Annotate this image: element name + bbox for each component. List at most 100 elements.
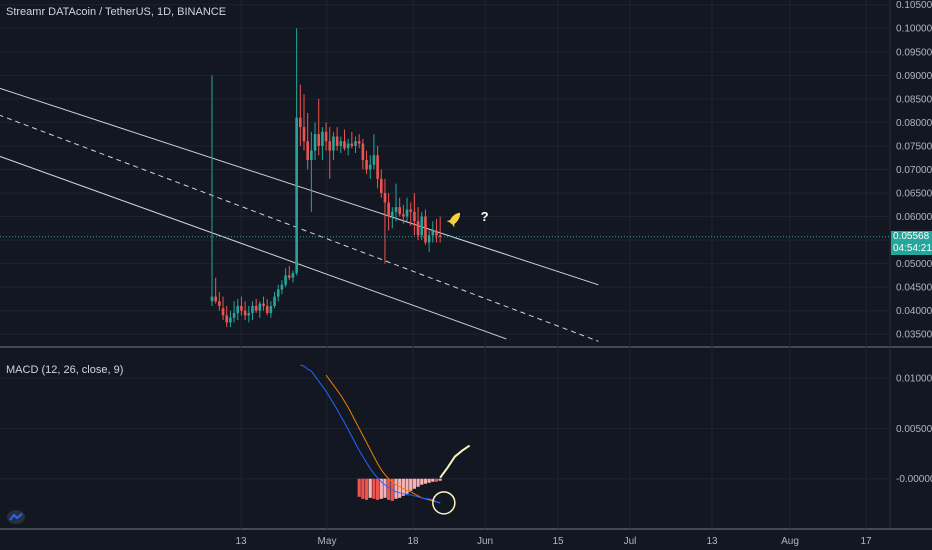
candle-body: [394, 207, 398, 212]
macd-histogram-bar: [420, 478, 424, 485]
candle-body: [409, 209, 413, 212]
candle-body: [383, 193, 387, 203]
macd-tick-label: 0.00500: [896, 424, 932, 435]
macd-histogram-bar: [357, 478, 361, 497]
candle-body: [291, 273, 295, 278]
candle-body: [232, 313, 236, 318]
macd-histogram-bar: [438, 478, 442, 481]
macd-histogram-bar: [376, 478, 380, 500]
macd-histogram-bar: [379, 478, 383, 499]
candle-body: [424, 216, 427, 243]
candle-body: [236, 305, 240, 314]
price-tick-label: 0.05000: [896, 259, 932, 270]
candle-body: [258, 303, 262, 311]
candle-body: [339, 141, 343, 146]
question-mark-annotation: ?: [481, 209, 489, 224]
candle-body: [299, 117, 302, 128]
candle-body: [398, 207, 401, 215]
candle-body: [229, 317, 232, 323]
x-tick-label-May: May: [318, 536, 337, 547]
candle-body: [240, 305, 243, 311]
candle-body: [431, 230, 435, 236]
price-tick-label: 0.08500: [896, 94, 932, 105]
macd-histogram-bar: [412, 478, 416, 489]
x-tick-label-15: 15: [552, 536, 564, 547]
candle-body: [214, 296, 217, 302]
candle-body: [368, 164, 372, 170]
macd-histogram-bar: [427, 478, 431, 483]
candle-body: [350, 143, 354, 146]
macd-tick-label: -0.00000: [896, 474, 932, 485]
macd-histogram-bar: [398, 478, 402, 498]
candle-body: [328, 141, 332, 151]
candle-body: [402, 214, 405, 217]
price-tick-label: 0.07000: [896, 165, 932, 176]
candle-body: [420, 216, 424, 236]
candle-body: [354, 141, 357, 146]
macd-histogram-bar: [372, 478, 376, 499]
macd-histogram-bar: [401, 478, 405, 496]
macd-histogram-bar: [434, 478, 439, 482]
last-price-badge: 0.05568: [891, 230, 932, 243]
macd-histogram-bar: [394, 478, 398, 499]
candle-body: [387, 202, 390, 217]
macd-histogram-bar: [368, 478, 372, 498]
candle-body: [391, 211, 394, 217]
candle-body: [357, 141, 361, 144]
price-tick-label: 0.06500: [896, 189, 932, 200]
candle-body: [335, 136, 339, 146]
price-tick-label: 0.06000: [896, 212, 932, 223]
candle-body: [269, 305, 273, 314]
candle-body: [310, 150, 313, 161]
macd-highlight-circle: [432, 491, 456, 515]
price-tick-label: 0.07500: [896, 141, 932, 152]
candle-body: [254, 305, 258, 311]
price-tick-label: 0.10000: [896, 24, 932, 35]
macd-histogram-bar: [431, 478, 435, 482]
candle-body: [287, 275, 291, 278]
macd-histogram-bar: [409, 478, 413, 491]
candle-body: [361, 143, 365, 161]
channel-line-middle: [0, 114, 599, 342]
candle-body: [405, 209, 409, 217]
x-tick-label-13: 13: [235, 536, 247, 547]
price-tick-label: 0.09500: [896, 47, 932, 58]
candle-body: [365, 160, 368, 170]
x-tick-label-18: 18: [407, 536, 419, 547]
candle-body: [251, 305, 254, 314]
candle-body: [273, 296, 276, 306]
x-tick-label-13: 13: [706, 536, 718, 547]
candle-body: [376, 155, 379, 179]
macd-histogram-bar: [387, 478, 391, 500]
channel-line-upper: [0, 87, 599, 286]
candle-body: [221, 308, 225, 316]
candle-body: [306, 141, 309, 161]
macd-line: [300, 364, 441, 504]
x-tick-label-Jun: Jun: [477, 536, 493, 547]
macd-projection-curve: [439, 444, 471, 479]
price-tick-label: 0.10500: [896, 0, 932, 11]
macd-histogram-bar: [383, 478, 387, 498]
price-tick-label: 0.08000: [896, 118, 932, 129]
candle-body: [379, 178, 383, 194]
tradingview-logo-icon[interactable]: [6, 509, 26, 525]
countdown-badge: 04:54:21: [891, 242, 932, 255]
macd-histogram-bar: [364, 478, 369, 500]
candle-body: [210, 296, 214, 302]
price-tick-label: 0.03500: [896, 330, 932, 341]
candle-body: [317, 134, 321, 146]
candle-body: [243, 310, 247, 316]
candle-body: [435, 230, 438, 236]
candle-body: [302, 127, 306, 142]
rocket-icon: [446, 212, 461, 228]
price-tick-label: 0.04000: [896, 306, 932, 317]
candle-body: [225, 315, 229, 323]
candle-body: [332, 136, 335, 151]
price-tick-label: 0.09000: [896, 71, 932, 82]
macd-histogram-bar: [416, 478, 420, 487]
candle-body: [416, 221, 420, 236]
candle-body: [427, 235, 431, 243]
candle-body: [324, 131, 328, 142]
candles: [210, 28, 442, 328]
